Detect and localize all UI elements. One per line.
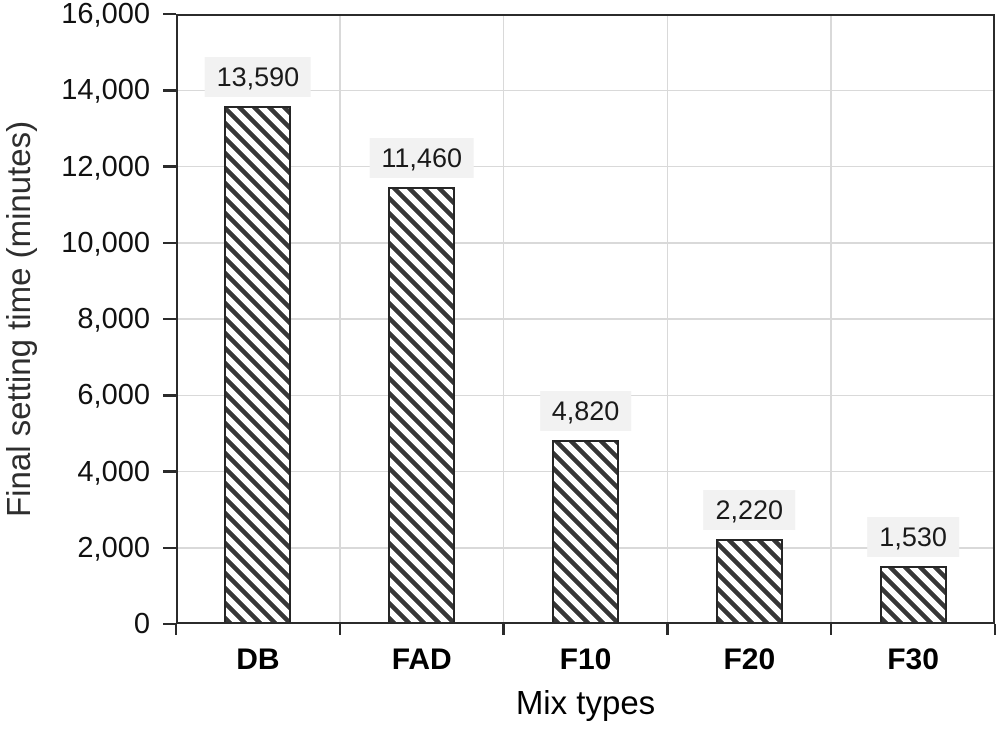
y-axis-tick-label: 0 <box>133 608 150 640</box>
category-label-F20: F20 <box>723 643 776 676</box>
bar-DB <box>224 105 292 624</box>
y-axis-tick-label: 12,000 <box>61 150 150 183</box>
category-label-F30: F30 <box>887 643 939 676</box>
vertical-gridline <box>339 14 341 624</box>
x-axis-title: Mix types <box>515 684 656 721</box>
y-axis-tick <box>163 317 176 321</box>
bar-F30 <box>879 565 947 624</box>
y-axis-tick-label: 4,000 <box>77 455 150 488</box>
y-axis-tick <box>163 12 176 16</box>
horizontal-gridline <box>176 89 995 91</box>
y-axis-tick <box>163 89 176 92</box>
horizontal-gridline <box>176 242 995 244</box>
category-label-FAD: FAD <box>391 643 452 676</box>
y-axis-tick-label: 14,000 <box>61 74 150 107</box>
bar-value-label: 13,590 <box>204 56 312 97</box>
y-axis-tick <box>163 165 176 168</box>
y-axis-tick <box>163 470 176 473</box>
y-axis-tick-label: 8,000 <box>77 303 150 335</box>
x-axis-tick <box>174 624 178 635</box>
y-axis-tick-label: 6,000 <box>77 379 150 412</box>
horizontal-gridline <box>176 165 995 168</box>
y-axis-tick-label: 16,000 <box>61 0 150 30</box>
x-axis-tick <box>502 624 505 635</box>
x-axis-tick <box>338 624 342 635</box>
y-axis-tick-label: 10,000 <box>61 226 150 259</box>
bar-F10 <box>552 440 619 624</box>
y-axis-tick <box>163 546 176 549</box>
category-label-F10: F10 <box>559 643 612 676</box>
bar-value-label: 1,530 <box>867 516 959 557</box>
bar-F20 <box>715 539 783 624</box>
x-axis-tick <box>829 624 833 635</box>
y-axis-tick <box>163 241 176 244</box>
bar-FAD <box>388 187 456 624</box>
category-label-DB: DB <box>236 643 280 676</box>
bar-value-label: 4,820 <box>539 391 632 432</box>
bar-value-label: 2,220 <box>703 490 796 531</box>
x-axis-tick <box>666 624 669 635</box>
vertical-gridline <box>830 14 832 624</box>
bar-value-label: 11,460 <box>369 138 474 179</box>
y-axis-tick <box>163 622 176 626</box>
x-axis-tick <box>993 624 997 635</box>
y-axis-tick <box>163 394 176 397</box>
vertical-gridline <box>502 14 505 624</box>
plot-area: 13,590 11,460 4,820 2,220 1,530 <box>176 14 995 624</box>
vertical-gridline <box>666 14 669 624</box>
horizontal-gridline <box>176 318 995 320</box>
y-axis-tick-label: 2,000 <box>77 531 150 564</box>
